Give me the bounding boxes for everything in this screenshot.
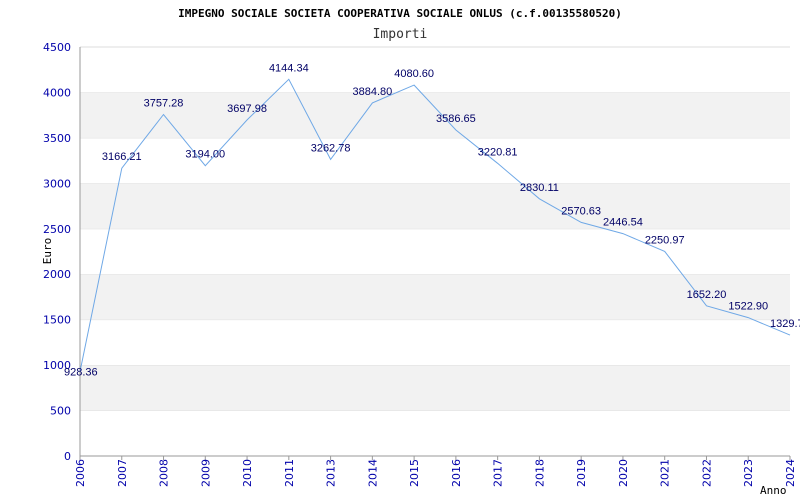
- x-tick-label: 2007: [116, 459, 129, 487]
- y-axis-label: Euro: [41, 238, 54, 265]
- data-labels: 928.36 3166.21 3757.28 3194.00 3697.98 4144.3…: [64, 62, 800, 378]
- data-label: 3262.78: [311, 142, 351, 154]
- grid-band: [80, 365, 790, 411]
- y-tick-label: 500: [50, 405, 71, 418]
- grid-band: [80, 274, 790, 320]
- y-tick-label: 4500: [43, 41, 71, 54]
- x-tick-label: 2021: [659, 459, 672, 487]
- grid-band: [80, 228, 790, 275]
- grid-band: [80, 410, 790, 456]
- x-tick-label: 2010: [241, 459, 254, 487]
- data-label: 3757.28: [144, 98, 184, 110]
- x-tick-label: 2020: [617, 459, 630, 487]
- x-tick-label: 2018: [533, 459, 546, 487]
- y-tick-label: 4000: [43, 86, 71, 99]
- series-line: [79, 78, 791, 372]
- x-tick-label: 2022: [700, 459, 713, 487]
- grid-band: [80, 183, 790, 229]
- data-label: 4144.34: [269, 62, 309, 74]
- x-tick-label: 2015: [408, 459, 421, 487]
- y-tick-label: 2500: [43, 223, 71, 236]
- grid-band: [80, 137, 790, 184]
- data-label: 2830.11: [520, 182, 559, 194]
- x-tick-label: 2014: [366, 459, 379, 487]
- data-label: 3697.98: [227, 103, 267, 115]
- data-label: 1522.90: [728, 301, 768, 313]
- data-label: 3220.81: [478, 146, 518, 158]
- x-axis-label: Anno: [760, 484, 787, 497]
- y-tick-label: 3000: [43, 177, 71, 190]
- x-tick-label: 2019: [575, 459, 588, 487]
- x-tick-label: 2013: [325, 459, 338, 487]
- data-label: 2250.97: [645, 234, 685, 246]
- y-tick-label: 0: [64, 450, 71, 463]
- x-axis: 2006 2007 2008 2009 2010 2011 2013 2014 2015 2016…: [74, 456, 797, 487]
- y-tick-label: 3500: [43, 132, 71, 145]
- x-tick-label: 2011: [283, 459, 296, 487]
- x-tick-label: 2008: [158, 459, 171, 487]
- grid-band: [80, 47, 790, 93]
- y-axis: 0 500 1000 1500 2000 2500 3000 3500 4000 4500: [43, 41, 71, 463]
- y-tick-label: 2000: [43, 268, 71, 281]
- data-label: 1329.7: [770, 318, 800, 330]
- grid-band: [80, 319, 790, 366]
- x-tick-label: 2009: [199, 459, 212, 487]
- y-tick-label: 1000: [43, 359, 71, 372]
- y-tick-label: 1500: [43, 314, 71, 327]
- data-label: 3194.00: [185, 149, 225, 161]
- data-label: 3586.65: [436, 113, 476, 125]
- chart-subtitle: Importi: [373, 27, 428, 42]
- x-tick-label: 2016: [450, 459, 463, 487]
- chart-title: IMPEGNO SOCIALE SOCIETA COOPERATIVA SOCI…: [178, 7, 622, 20]
- x-tick-label: 2006: [74, 459, 87, 487]
- grid-band: [80, 92, 790, 138]
- x-tick-label: 2023: [742, 459, 755, 487]
- data-label: 3884.80: [352, 86, 392, 98]
- data-label: 3166.21: [102, 151, 142, 163]
- x-tick-label: 2017: [492, 459, 505, 487]
- data-label: 1652.20: [687, 289, 727, 301]
- data-label: 4080.60: [394, 68, 434, 80]
- grid-bands: [80, 46, 790, 456]
- data-label: 928.36: [64, 367, 98, 379]
- data-label: 2570.63: [561, 205, 601, 217]
- data-label: 2446.54: [603, 217, 643, 229]
- x-tick-label: 2024: [784, 459, 797, 487]
